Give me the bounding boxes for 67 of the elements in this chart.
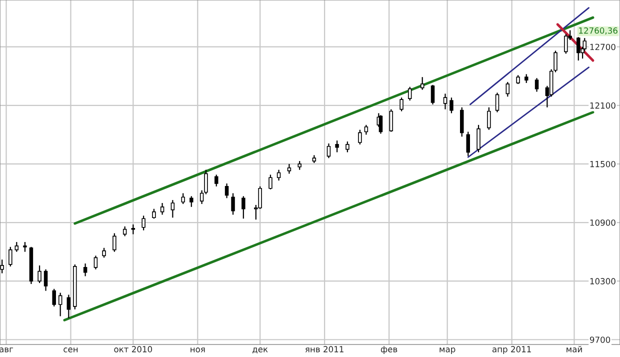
- candlestick: [389, 108, 394, 132]
- y-tick-label: 12100: [590, 102, 616, 109]
- candlestick: [0, 259, 4, 274]
- candlestick: [358, 129, 362, 145]
- candlestick: [66, 294, 71, 319]
- candlestick: [460, 106, 464, 138]
- candlestick: [142, 215, 146, 231]
- x-tick-label: апр 2011: [492, 346, 531, 354]
- candlestick: [131, 224, 136, 235]
- candlestick: [564, 34, 568, 54]
- y-tick-label: 10900: [590, 219, 616, 226]
- x-tick-label: фев: [380, 346, 398, 354]
- candlestick: [287, 163, 292, 174]
- candlestick: [576, 36, 580, 62]
- candlestick: [170, 200, 175, 218]
- x-tick-label: дек: [252, 348, 268, 354]
- candlestick: [8, 246, 12, 267]
- x-tick-label: янв 2011: [305, 346, 344, 352]
- candlestick: [534, 78, 539, 92]
- candlestick: [378, 114, 383, 134]
- candlestick: [181, 192, 185, 205]
- candlestick: [495, 92, 500, 113]
- y-tick-label: 9700: [590, 336, 610, 343]
- candlestick: [44, 268, 48, 292]
- candlestick: [224, 182, 229, 199]
- candlestick: [487, 106, 491, 130]
- candlestick: [450, 97, 454, 114]
- candlestick: [160, 202, 164, 216]
- x-tick-label: ноя: [190, 348, 205, 352]
- candlestick: [231, 192, 235, 216]
- x-tick-label: сен: [64, 348, 78, 352]
- candlestick: [122, 226, 127, 237]
- candlestick: [276, 169, 281, 182]
- candlestick: [408, 86, 412, 102]
- candlestick: [23, 241, 27, 252]
- candlestick: [38, 264, 42, 284]
- candlestick: [102, 247, 106, 258]
- candlestick: [52, 288, 56, 307]
- y-tick-label: 12700: [590, 44, 616, 50]
- x-tick-label: мар: [440, 348, 456, 354]
- candlestick: [346, 140, 350, 153]
- y-tick-label: 11500: [590, 160, 616, 168]
- x-tick-label: авг: [0, 348, 14, 352]
- x-tick-label: окт 2010: [114, 346, 152, 352]
- candlestick: [112, 232, 116, 252]
- candlestick: [364, 124, 368, 136]
- candlestick: [94, 255, 98, 270]
- candlestick: [400, 97, 404, 112]
- candlestick: [58, 292, 62, 317]
- candlestick: [326, 142, 331, 159]
- candlestick: [335, 140, 339, 153]
- x-tick-label: май: [566, 346, 582, 352]
- candlestick: [214, 174, 218, 187]
- candlestick: [466, 131, 470, 157]
- candlestick: [83, 262, 88, 277]
- candlestick: [476, 124, 480, 153]
- candlestick: [268, 174, 272, 190]
- candlestick: [506, 81, 510, 98]
- candlestick: [430, 84, 435, 105]
- candlestick: [420, 76, 424, 90]
- y-tick-label: 10300: [590, 278, 616, 284]
- candlestick: [190, 196, 194, 208]
- candlestick: [443, 93, 448, 110]
- candlestick: [14, 241, 19, 252]
- annotation: 12760,36: [579, 27, 618, 35]
- candlestick: [152, 208, 156, 220]
- candlestick: [242, 196, 246, 220]
